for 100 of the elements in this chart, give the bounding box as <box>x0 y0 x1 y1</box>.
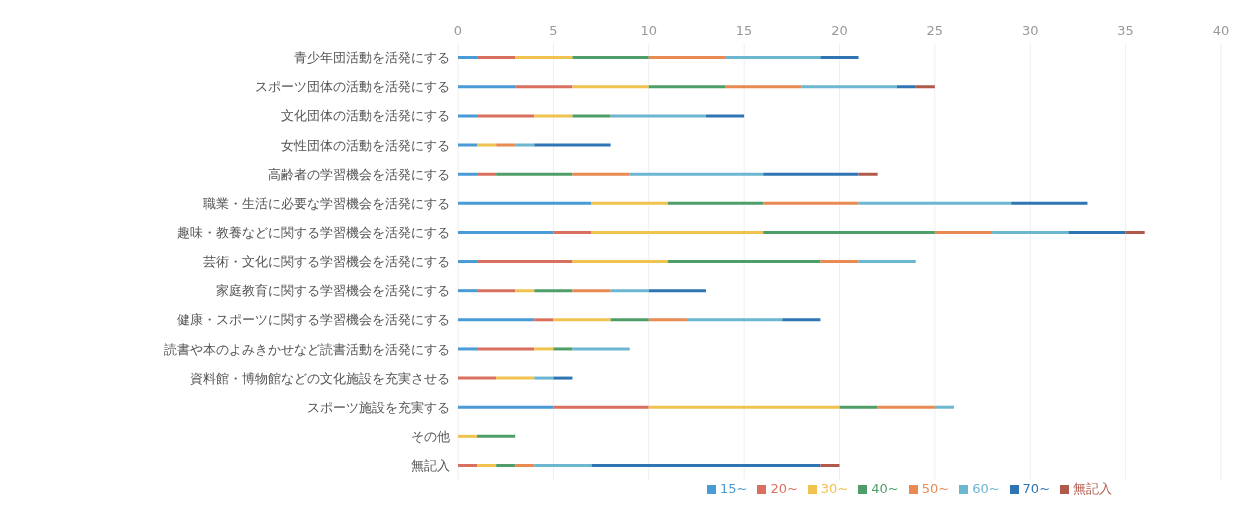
x-tick-label: 10 <box>640 23 658 38</box>
x-tick-label: 15 <box>735 23 753 38</box>
bar <box>648 85 726 89</box>
x-tick-label: 30 <box>1021 23 1039 38</box>
bar <box>515 289 535 293</box>
bar <box>915 85 935 89</box>
bar <box>534 114 573 118</box>
bar <box>839 405 878 409</box>
bar <box>553 347 573 351</box>
bar <box>705 114 745 118</box>
y-tick-label: 高齢者の学習機会を活発にする <box>268 166 450 182</box>
bar <box>1068 230 1126 234</box>
bar <box>477 56 516 60</box>
bar <box>458 172 478 176</box>
bar <box>591 201 668 205</box>
bar <box>610 289 649 293</box>
y-tick-label: 職業・生活に必要な学習機会を活発にする <box>203 195 450 211</box>
bar <box>477 463 497 467</box>
bar <box>648 56 726 60</box>
bar <box>1011 201 1088 205</box>
bar <box>572 56 649 60</box>
x-tick-label: 5 <box>549 23 558 38</box>
bar <box>477 260 573 264</box>
bar <box>515 56 573 60</box>
y-tick-label: スポーツ施設を充実する <box>307 399 450 415</box>
bar <box>534 463 592 467</box>
bar <box>858 260 916 264</box>
bar <box>763 230 935 234</box>
bar <box>458 260 478 264</box>
bar <box>877 405 935 409</box>
bar <box>458 434 478 438</box>
bar <box>534 289 573 293</box>
bar <box>667 260 821 264</box>
legend-label: 15~ <box>719 481 748 496</box>
bar <box>820 463 840 467</box>
bar <box>477 143 497 147</box>
bar <box>515 143 535 147</box>
bar <box>648 318 687 322</box>
bar <box>458 318 535 322</box>
bar <box>801 85 897 89</box>
bar <box>858 201 1012 205</box>
bar <box>534 143 611 147</box>
y-tick-label: その他 <box>411 428 450 444</box>
bar <box>610 114 706 118</box>
y-tick-label: 芸術・文化に関する学習機会を活発にする <box>203 254 450 270</box>
bar <box>553 405 649 409</box>
bar <box>610 318 649 322</box>
bar <box>572 85 649 89</box>
bar <box>458 463 478 467</box>
x-tick-label: 20 <box>831 23 848 38</box>
y-tick-label: 無記入 <box>411 458 450 474</box>
y-tick-label: 読書や本のよみきかせなど読書活動を活発にする <box>164 341 450 357</box>
bar <box>458 201 592 205</box>
bar <box>572 289 611 293</box>
bar <box>458 376 497 380</box>
legend-label: 20~ <box>770 481 798 496</box>
y-tick-label: 文化団体の活動を活発にする <box>281 108 450 124</box>
bar <box>458 289 478 293</box>
x-tick-label: 0 <box>453 23 463 38</box>
bar <box>1125 230 1145 234</box>
legend-label: 50~ <box>921 481 950 496</box>
bar <box>896 85 916 89</box>
y-tick-label: 資料館・博物館などの文化施設を充実させる <box>190 370 450 386</box>
bar <box>686 318 783 322</box>
bar <box>572 114 611 118</box>
bar <box>477 114 535 118</box>
bar <box>667 201 764 205</box>
y-tick-label: 家庭教育に関する学習機会を活発にする <box>216 283 450 299</box>
bar <box>458 85 516 89</box>
y-tick-label: 女性団体の活動を活発にする <box>281 137 450 153</box>
bar <box>534 376 554 380</box>
legend-label: 60~ <box>972 481 1000 496</box>
x-tick-label: 35 <box>1117 23 1134 38</box>
bar <box>477 434 516 438</box>
bar <box>629 172 764 176</box>
bar <box>572 172 630 176</box>
legend-label: 30~ <box>820 481 849 496</box>
legend-label: 40~ <box>871 481 899 496</box>
bar <box>820 56 859 60</box>
x-tick-label: 25 <box>926 23 944 38</box>
bar <box>725 56 821 60</box>
bar <box>572 260 668 264</box>
bar <box>458 56 478 60</box>
bar <box>820 260 859 264</box>
y-tick-label: 青少年団活動を活発にする <box>294 50 450 66</box>
bar <box>591 230 764 234</box>
bar <box>725 85 802 89</box>
bar <box>496 143 516 147</box>
bar <box>763 172 859 176</box>
bar <box>553 376 573 380</box>
bar <box>458 114 478 118</box>
bar <box>477 172 497 176</box>
bar <box>477 289 516 293</box>
y-tick-label: 健康・スポーツに関する学習機会を活発にする <box>177 312 450 328</box>
bar <box>763 201 859 205</box>
bar <box>648 405 840 409</box>
bar <box>934 405 954 409</box>
bar <box>515 85 573 89</box>
bar <box>496 376 535 380</box>
bar <box>458 405 554 409</box>
